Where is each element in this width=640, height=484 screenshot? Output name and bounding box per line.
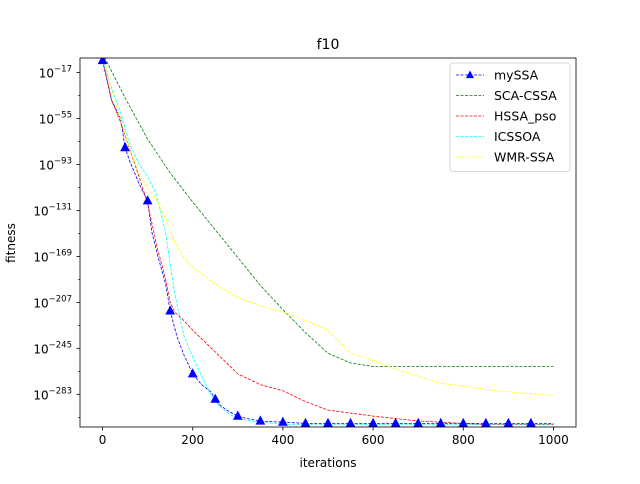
legend-label: SCA-CSSA	[494, 88, 557, 103]
series-line-wmr-ssa	[103, 58, 554, 396]
x-tick-label: 1000	[538, 433, 569, 447]
plot-frame	[79, 57, 577, 428]
legend-label: mySSA	[494, 68, 539, 83]
series-marker-myssa	[435, 417, 446, 427]
series-line-hssa-pso	[102, 58, 554, 425]
series-marker-myssa	[187, 368, 198, 378]
legend: mySSA SCA-CSSA HSSA_pso ICSSOA WMR-SSA	[449, 62, 571, 172]
y-axis-label: fitness	[4, 223, 18, 263]
series-marker-myssa	[413, 417, 424, 427]
legend-label: HSSA_pso	[494, 109, 556, 124]
series-marker-myssa	[300, 417, 311, 427]
y-tick-label: 10−93	[39, 156, 72, 172]
y-tick-label: 10−245	[33, 340, 72, 356]
series-marker-myssa	[390, 417, 401, 427]
series-marker-myssa	[232, 410, 243, 420]
series-marker-myssa	[278, 416, 288, 426]
series-layer	[97, 58, 554, 427]
y-tick-label: 10−207	[33, 294, 72, 310]
axes-layer: 0 200 400 600 800 1000 10−17 10−55 10−93 10−131 10…	[33, 57, 577, 447]
legend-marker	[465, 70, 475, 79]
series-marker-myssa	[210, 393, 221, 403]
series-marker-myssa	[526, 417, 536, 427]
legend-label: ICSSOA	[494, 129, 541, 144]
series-marker-myssa	[345, 417, 356, 427]
legend-box	[449, 62, 571, 172]
legend-label: WMR-SSA	[494, 150, 555, 165]
series-line-sca-cssa	[104, 58, 554, 367]
y-tick-label: 10−283	[33, 386, 72, 402]
x-axis-label: iterations	[300, 456, 357, 470]
series-marker-myssa	[480, 417, 491, 427]
series-marker-myssa	[142, 195, 153, 205]
y-tick-label: 10−169	[33, 248, 72, 264]
y-tick-label: 10−17	[39, 65, 72, 81]
x-tick-label: 200	[181, 433, 204, 447]
x-tick-label: 400	[271, 433, 294, 447]
series-marker-myssa	[368, 417, 378, 427]
series-marker-myssa	[458, 417, 469, 427]
series-marker-myssa	[255, 415, 266, 425]
y-tick-label: 10−131	[33, 202, 72, 218]
series-line-myssa	[102, 60, 554, 424]
chart-title: f10	[317, 37, 340, 53]
x-tick-label: 0	[99, 433, 107, 447]
x-tick-label: 800	[452, 433, 475, 447]
series-marker-myssa	[120, 141, 130, 152]
series-marker-myssa	[503, 417, 514, 427]
x-tick-label: 600	[362, 433, 385, 447]
series-marker-myssa	[323, 417, 333, 427]
series-marker-myssa	[97, 58, 108, 65]
y-tick-label: 10−55	[39, 110, 72, 126]
series-marker-myssa	[165, 305, 176, 315]
